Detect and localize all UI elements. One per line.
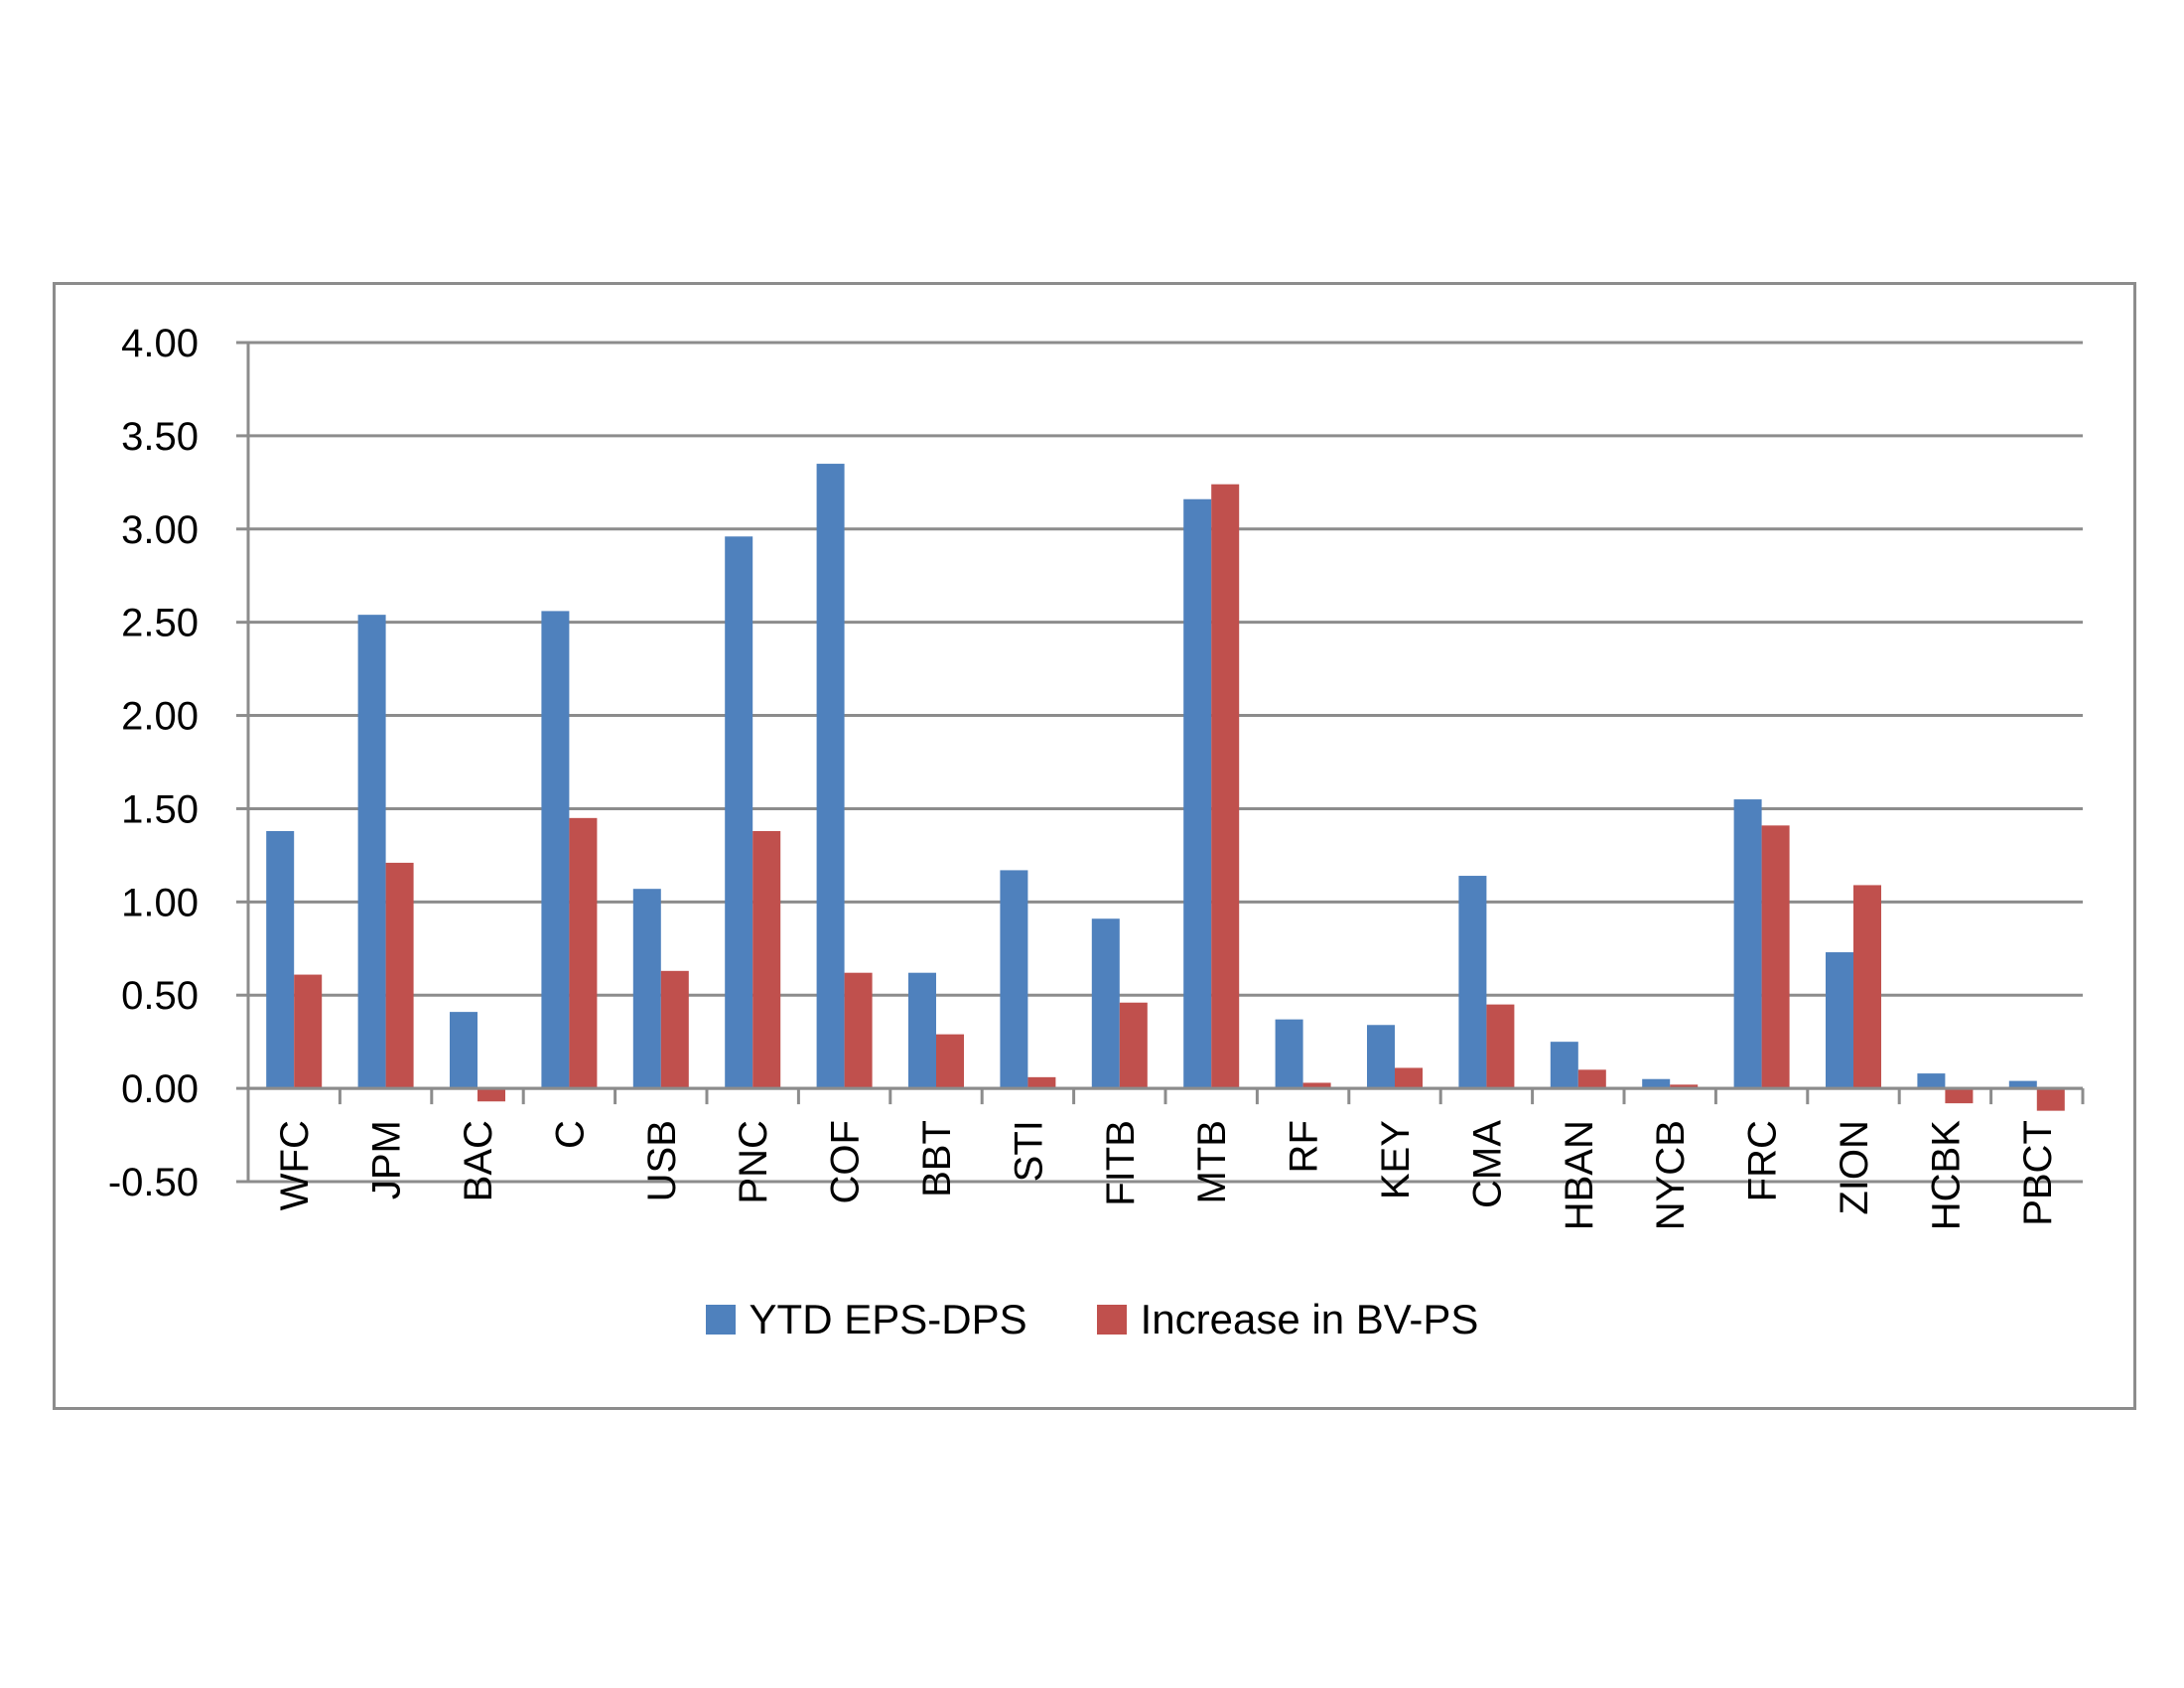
bar-pbct-series-2 [2036,1088,2065,1111]
bar-bac-series-2 [478,1088,505,1102]
bar-cma-series-1 [1458,876,1487,1089]
bar-frc-series-1 [1733,799,1762,1089]
x-tick-label: JPM [365,1120,409,1199]
legend-swatch-red [1096,1305,1127,1335]
bar-pnc-series-1 [725,536,753,1089]
bar-bbt-series-1 [908,972,936,1089]
x-tick-label: HBAN [1558,1120,1601,1230]
legend-item-series-2[interactable]: Increase in BV-PS [1096,1296,1479,1343]
x-tick-label: WFC [273,1120,317,1210]
bar-cma-series-2 [1486,1004,1515,1089]
bar-nycb-series-2 [1670,1084,1699,1089]
y-tick-label: 3.50 [121,415,199,459]
axes [246,343,2083,1182]
bar-sti-series-1 [1000,870,1028,1089]
legend: YTD EPS-DPS Increase in BV-PS [0,1296,2184,1343]
bar-key-series-2 [1395,1067,1423,1089]
y-tick-label: 0.50 [121,974,199,1018]
bar-cof-series-1 [816,464,845,1089]
x-tick-label: BAC [457,1120,500,1201]
x-tick-label: BBT [915,1120,959,1197]
legend-swatch-blue [705,1305,736,1335]
bar-pbct-series-1 [2008,1080,2037,1089]
bar-rf-series-2 [1302,1082,1331,1089]
bar-hban-series-2 [1577,1069,1606,1089]
x-tick-label: C [548,1120,592,1149]
x-tick-label: FRC [1741,1120,1785,1201]
x-tick-label: HCBK [1924,1120,1968,1230]
x-tick-label: STI [1007,1120,1050,1182]
legend-label: YTD EPS-DPS [749,1296,1027,1342]
bar-c-series-1 [541,611,570,1089]
bar-usb-series-1 [632,889,661,1089]
x-tick-label: CMA [1465,1120,1509,1208]
x-tick-label: MTB [1190,1120,1234,1203]
y-tick-label: 2.00 [121,695,199,739]
bar-frc-series-2 [1761,825,1790,1089]
bar-mtb-series-2 [1211,484,1240,1089]
bar-jpm-series-2 [385,862,414,1089]
bar-bac-series-1 [450,1012,478,1089]
bar-hban-series-1 [1550,1042,1578,1089]
bar-jpm-series-1 [357,615,386,1089]
x-tick-label: ZION [1833,1120,1876,1215]
x-tick-label: RF [1283,1120,1326,1173]
bar-bbt-series-2 [936,1034,964,1089]
gridlines [248,341,2083,1184]
legend-item-series-1[interactable]: YTD EPS-DPS [705,1296,1027,1343]
bar-zion-series-1 [1826,952,1853,1089]
y-tick-label: 3.00 [121,508,199,552]
bar-pnc-series-2 [752,830,781,1089]
bar-wfc-series-2 [294,974,323,1089]
y-tick-label: 4.00 [121,322,199,365]
bar-fitb-series-2 [1119,1002,1148,1089]
bar-zion-series-2 [1853,885,1881,1089]
bar-wfc-series-1 [266,830,295,1089]
bar-sti-series-2 [1027,1076,1056,1089]
x-tick-label: NYCB [1649,1120,1693,1230]
y-axis-ticks: 4.00 3.50 3.00 2.50 2.00 1.50 1.00 0.50 0.00 -0.5… [108,322,248,1204]
x-tick-label: PBCT [2016,1120,2060,1226]
y-tick-label: 1.50 [121,787,199,831]
bar-key-series-1 [1367,1025,1395,1089]
bar-hcbk-series-2 [1945,1088,1974,1104]
x-tick-label: KEY [1374,1120,1418,1199]
x-tick-label: PNC [732,1120,775,1203]
x-tick-label: FITB [1099,1120,1143,1206]
y-tick-label: -0.50 [108,1161,199,1204]
y-tick-label: 0.00 [121,1067,199,1111]
x-tick-label: COF [824,1120,868,1203]
bar-usb-series-2 [660,970,689,1089]
bar-rf-series-1 [1275,1019,1303,1089]
y-tick-label: 2.50 [121,602,199,645]
x-tick-label: USB [640,1120,684,1201]
bars [266,464,2065,1111]
legend-label: Increase in BV-PS [1140,1296,1479,1342]
bar-nycb-series-1 [1642,1078,1671,1089]
bar-fitb-series-1 [1091,918,1120,1089]
y-tick-label: 1.00 [121,881,199,924]
bar-mtb-series-1 [1183,498,1212,1089]
bar-cof-series-2 [844,972,873,1089]
bar-c-series-2 [569,817,598,1089]
bar-hcbk-series-1 [1917,1073,1946,1089]
x-axis-ticks: WFC JPM BAC C USB PNC COF BBT STI FITB MTB RF KEY CMA… [246,1088,2085,1230]
